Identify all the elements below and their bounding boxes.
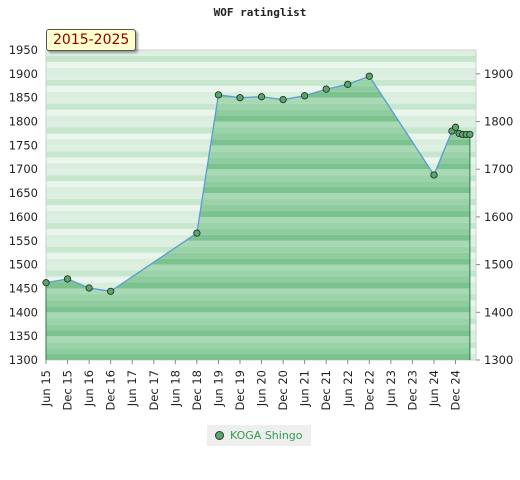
x-tick-label: Jun 17	[125, 370, 139, 407]
x-tick-label: Dec 22	[362, 370, 376, 411]
x-tick-label: Jun 16	[82, 370, 96, 407]
legend-marker	[215, 431, 224, 440]
background-band	[46, 73, 476, 80]
y-tick-label-left: 1800	[9, 115, 38, 129]
x-tick-label: Jun 21	[298, 370, 312, 407]
data-point	[430, 171, 438, 179]
data-point	[85, 284, 93, 292]
y-tick-label-right: 1700	[484, 162, 513, 176]
data-point	[42, 279, 50, 287]
y-tick-label-left: 1500	[9, 258, 38, 272]
y-tick-label-right: 1300	[484, 353, 513, 367]
x-tick-label: Dec 16	[104, 370, 118, 411]
data-point	[257, 93, 266, 101]
data-point	[63, 275, 72, 283]
y-tick-label-left: 1650	[9, 186, 38, 200]
legend: KOGA Shingo	[207, 425, 311, 446]
x-tick-label: Dec 21	[319, 370, 333, 411]
y-tick-label-left: 1900	[9, 67, 38, 81]
x-tick-label: Dec 19	[233, 370, 247, 411]
x-tick-label: Jun 22	[341, 370, 355, 407]
y-tick-label-left: 1750	[9, 138, 38, 152]
y-tick-label-right: 1600	[484, 210, 513, 224]
y-tick-label-left: 1950	[9, 43, 38, 57]
x-tick-label: Dec 20	[276, 370, 290, 411]
x-tick-label: Dec 17	[147, 370, 161, 411]
data-point	[193, 229, 201, 237]
x-tick-label: Jun 23	[384, 370, 398, 407]
y-tick-label-left: 1350	[9, 329, 38, 343]
x-tick-label: Jun 18	[168, 370, 182, 407]
x-tick-label: Dec 24	[449, 370, 463, 411]
data-point	[214, 91, 223, 99]
y-tick-label-right: 1400	[484, 305, 513, 319]
data-point	[344, 80, 352, 88]
y-tick-label-left: 1450	[9, 281, 38, 295]
x-tick-label: Dec 15	[61, 370, 75, 411]
data-point	[322, 85, 330, 93]
y-tick-label-right: 1800	[484, 115, 513, 129]
data-point	[466, 130, 474, 139]
x-tick-label: Jun 15	[39, 370, 53, 407]
data-point	[279, 96, 287, 104]
y-tick-label-left: 1600	[9, 210, 38, 224]
chart-title: WOF ratinglist	[213, 6, 307, 19]
x-tick-label: Jun 20	[255, 370, 269, 407]
background-band	[46, 79, 476, 86]
background-band	[46, 55, 476, 62]
y-tick-label-left: 1300	[9, 353, 38, 367]
legend-label: KOGA Shingo	[230, 429, 303, 442]
y-tick-label-right: 1500	[484, 258, 513, 272]
background-band	[46, 61, 476, 68]
y-tick-label-left: 1400	[9, 305, 38, 319]
y-tick-label-left: 1700	[9, 162, 38, 176]
data-point	[107, 287, 115, 295]
data-point	[236, 94, 244, 102]
x-tick-label: Dec 23	[405, 370, 419, 411]
y-tick-label-left: 1850	[9, 91, 38, 105]
x-tick-label: Jun 24	[427, 370, 441, 407]
background-band	[46, 67, 476, 74]
y-tick-label-left: 1550	[9, 234, 38, 248]
y-tick-label-right: 1900	[484, 67, 513, 81]
period-label: 2015-2025	[46, 29, 137, 51]
x-tick-label: Jun 19	[211, 370, 225, 407]
data-point	[301, 92, 309, 100]
data-point	[365, 72, 373, 80]
background-band	[46, 85, 476, 92]
data-point	[451, 123, 460, 131]
x-tick-label: Dec 18	[190, 370, 204, 411]
background-band	[46, 50, 476, 56]
